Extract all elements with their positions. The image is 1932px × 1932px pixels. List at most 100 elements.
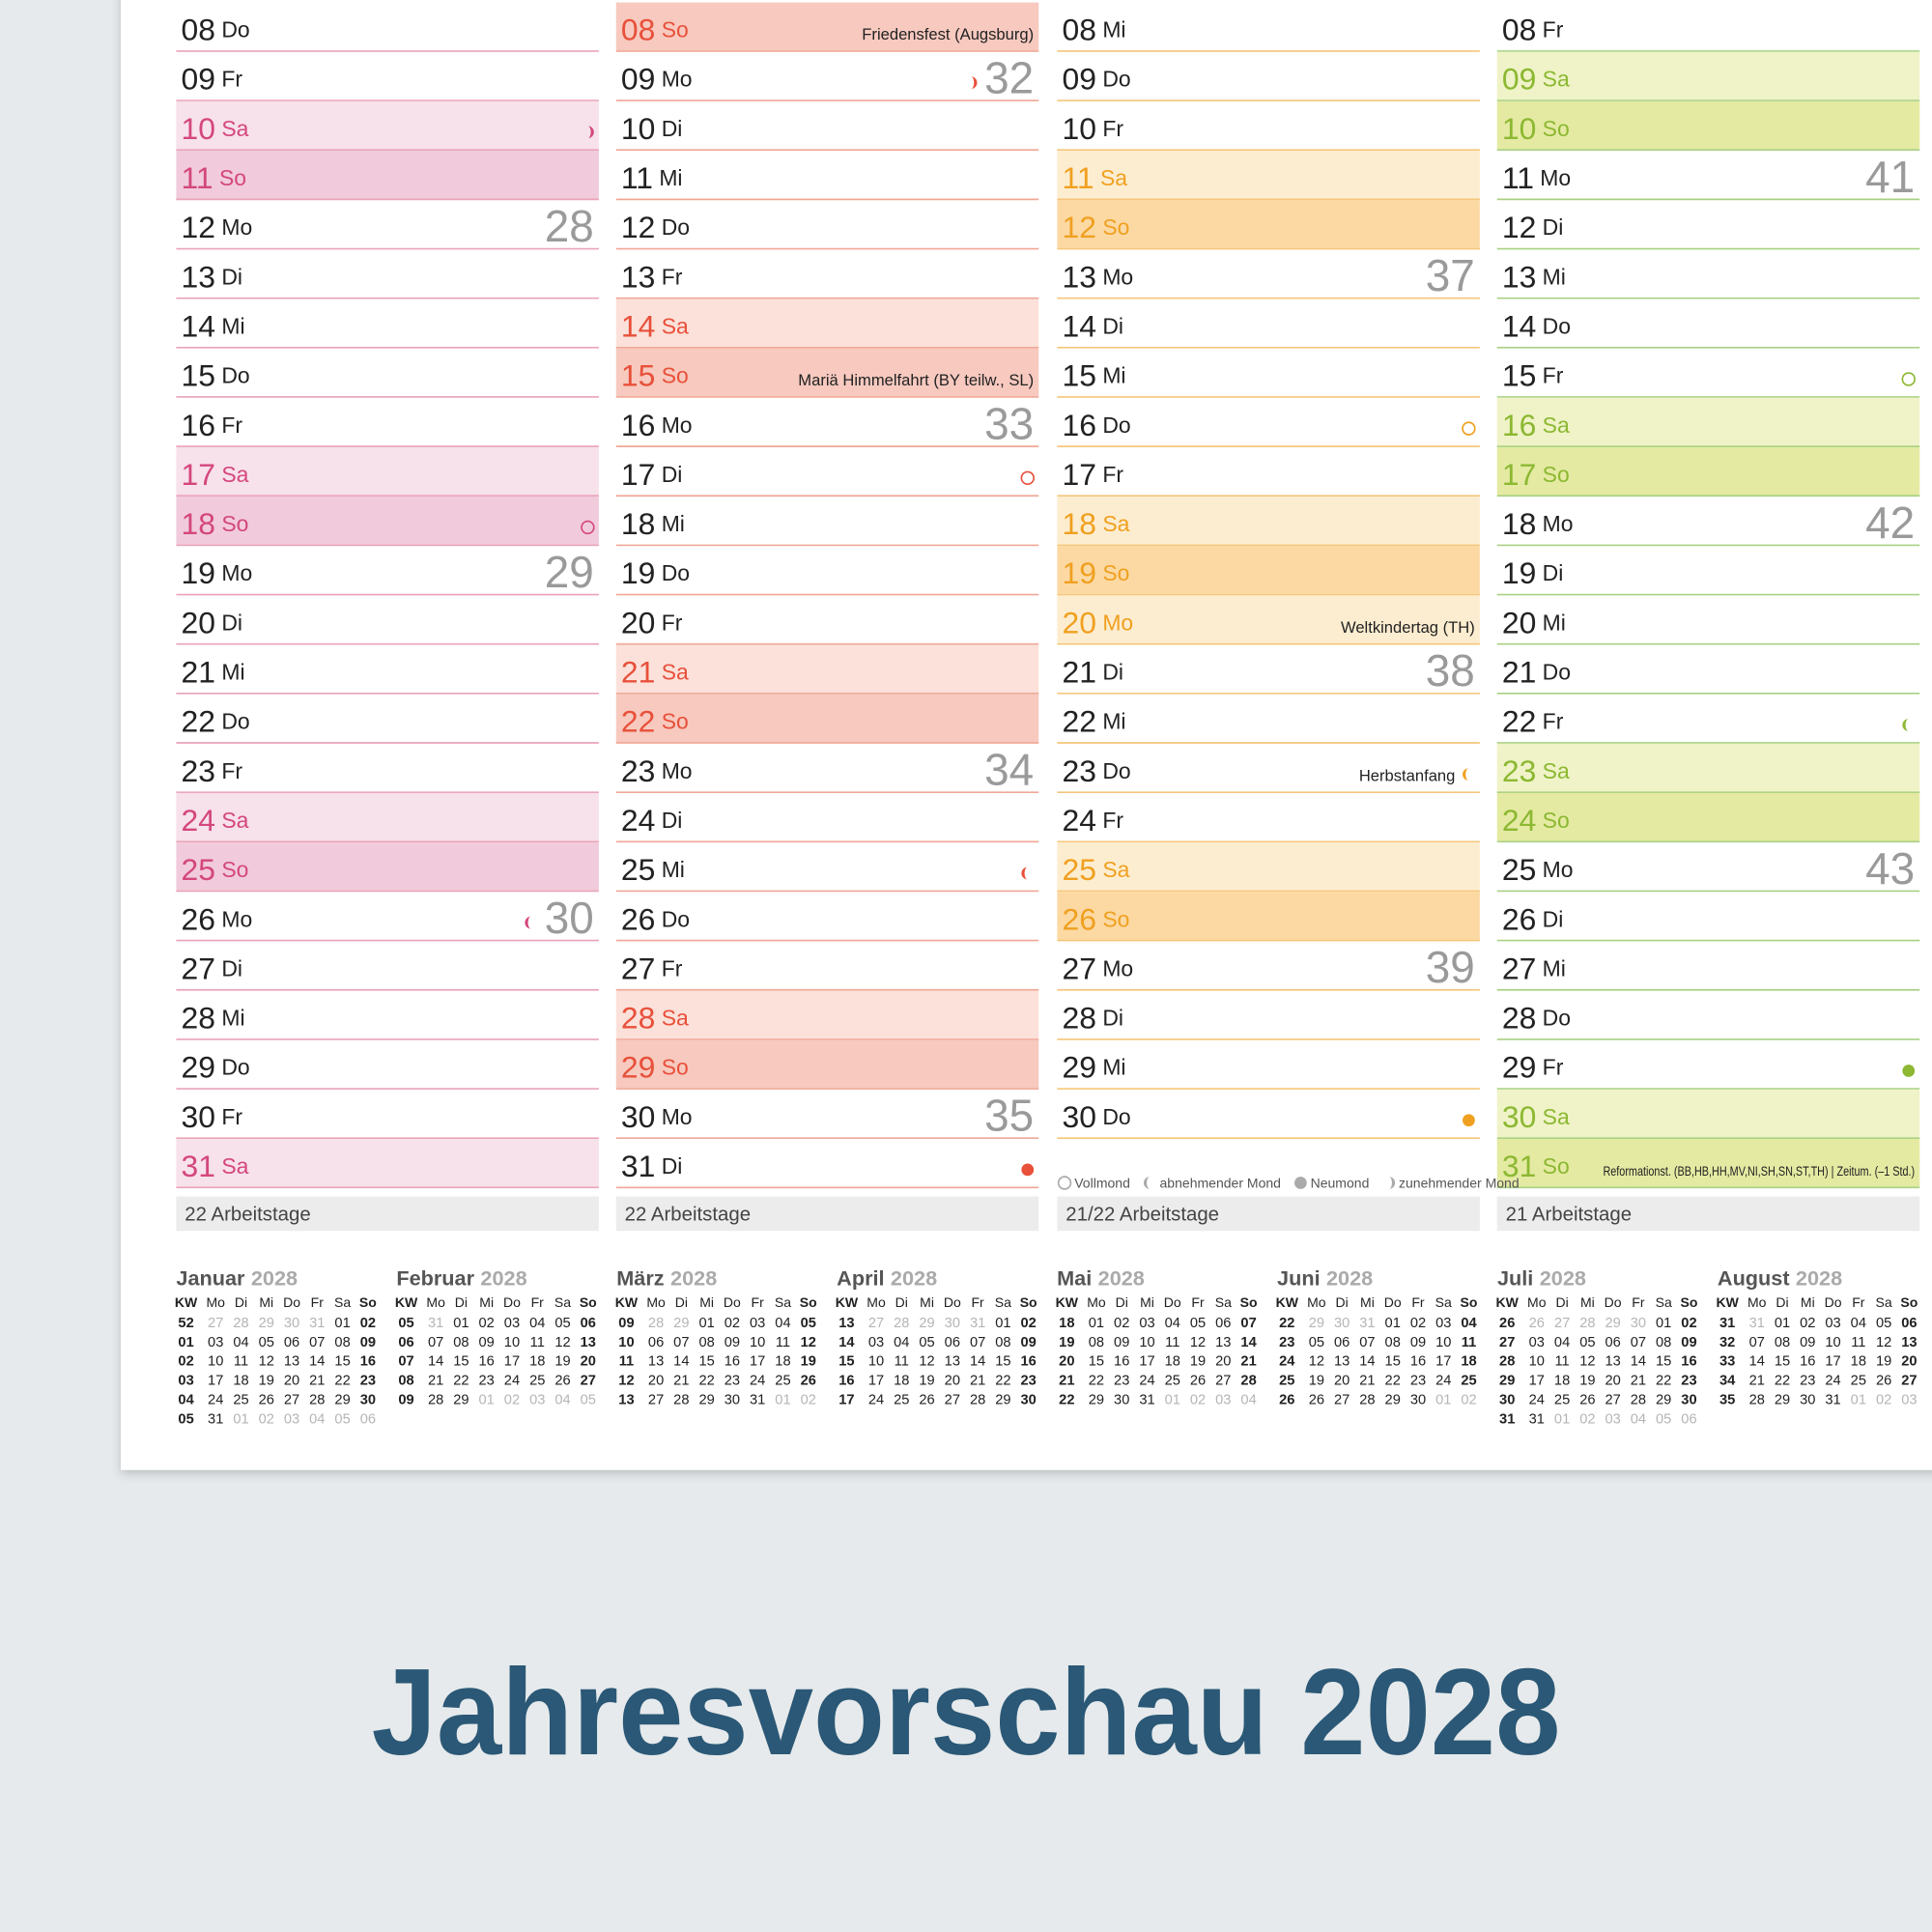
mini-week-number: 26 bbox=[1499, 1316, 1515, 1331]
day-label: 30 Mo bbox=[621, 1099, 693, 1134]
day-label: 20 Fr bbox=[621, 605, 683, 639]
mini-day: 02 bbox=[801, 1392, 816, 1407]
mini-day: 27 bbox=[1334, 1392, 1350, 1407]
mini-weekday: Sa bbox=[1876, 1294, 1892, 1310]
day-number: 21 bbox=[1062, 655, 1095, 690]
day-label: 12 Di bbox=[1502, 210, 1564, 244]
mini-day: 07 bbox=[1240, 1316, 1256, 1331]
day-number: 28 bbox=[621, 1001, 655, 1036]
day-label: 27 Mi bbox=[1502, 951, 1566, 985]
mini-day: 31 bbox=[208, 1411, 223, 1427]
weekend-band bbox=[615, 694, 1039, 743]
weekday: Mi bbox=[1102, 709, 1125, 734]
weekend-band bbox=[1057, 497, 1480, 545]
day-number: 19 bbox=[1062, 555, 1095, 590]
day-label: 30 Do bbox=[1062, 1099, 1130, 1134]
mini-day: 26 bbox=[919, 1392, 934, 1407]
weekday: Fr bbox=[662, 610, 683, 635]
mini-day: 28 bbox=[1240, 1374, 1256, 1389]
day-number: 29 bbox=[1502, 1050, 1536, 1085]
day-label: 25 Mi bbox=[621, 852, 685, 887]
mini-week-number: 31 bbox=[1499, 1411, 1515, 1427]
mini-day: 28 bbox=[309, 1392, 325, 1407]
mini-day: 20 bbox=[945, 1374, 960, 1389]
mini-weekday: Mi bbox=[479, 1294, 494, 1310]
mini-month: Januar bbox=[176, 1265, 245, 1290]
day-label: 16 Do bbox=[1062, 408, 1130, 442]
day-number: 23 bbox=[182, 753, 215, 788]
day-label: 09 Do bbox=[1062, 62, 1130, 97]
weekend-band bbox=[615, 644, 1039, 694]
mini-day: 25 bbox=[1851, 1374, 1866, 1389]
day-number: 09 bbox=[182, 62, 215, 97]
mini-day: 02 bbox=[1190, 1392, 1206, 1407]
mini-day: 05 bbox=[259, 1335, 274, 1350]
mini-year: 2028 bbox=[1098, 1265, 1145, 1290]
mini-weekday: Sa bbox=[334, 1294, 351, 1310]
mini-weekday: Do bbox=[944, 1294, 961, 1310]
mini-day: 24 bbox=[1139, 1374, 1154, 1389]
mini-weekday: Mo bbox=[1087, 1294, 1106, 1310]
mini-day: 02 bbox=[1876, 1392, 1891, 1407]
mini-week-number: 18 bbox=[1059, 1316, 1074, 1331]
workdays: 22 Arbeitstage bbox=[625, 1205, 751, 1226]
mini-day: 19 bbox=[554, 1354, 570, 1370]
weekday: Di bbox=[1543, 906, 1564, 931]
day-label: 08 Do bbox=[182, 13, 250, 47]
mini-day: 19 bbox=[1579, 1374, 1595, 1389]
mini-day: 17 bbox=[1139, 1354, 1154, 1370]
day-number: 25 bbox=[621, 852, 655, 887]
mini-day: 07 bbox=[673, 1335, 689, 1350]
mini-day: 21 bbox=[1359, 1374, 1375, 1389]
mini-week-number: 27 bbox=[1499, 1335, 1515, 1350]
day-label: 19 Do bbox=[621, 555, 690, 590]
legend-label: Neumond bbox=[1311, 1175, 1370, 1190]
weekday: Di bbox=[1102, 660, 1123, 685]
day-number: 11 bbox=[1502, 160, 1534, 195]
mini-weekday: So bbox=[359, 1294, 377, 1310]
holiday-note: Friedensfest (Augsburg) bbox=[862, 25, 1034, 43]
day-label: 29 So bbox=[621, 1050, 689, 1085]
mini-day: 14 bbox=[1359, 1354, 1375, 1370]
holiday-note: Herbstanfang bbox=[1359, 766, 1456, 784]
mini-weekday: KW bbox=[175, 1294, 198, 1310]
weekend-band bbox=[176, 446, 599, 496]
day-number: 11 bbox=[621, 160, 653, 195]
day-label: 13 Fr bbox=[621, 259, 683, 294]
weekday: Mi bbox=[1543, 955, 1566, 980]
weekday: Mo bbox=[1543, 857, 1574, 882]
day-number: 15 bbox=[621, 358, 655, 393]
mini-day: 13 bbox=[284, 1354, 299, 1370]
mini-weekday: Di bbox=[675, 1294, 688, 1310]
mini-week-number: 05 bbox=[398, 1316, 413, 1331]
mini-weekday: KW bbox=[395, 1294, 418, 1310]
mini-day: 30 bbox=[1410, 1392, 1426, 1407]
mini-day: 16 bbox=[1410, 1354, 1426, 1370]
day-number: 27 bbox=[182, 951, 215, 985]
mini-day: 02 bbox=[504, 1392, 520, 1407]
mini-day: 06 bbox=[581, 1316, 596, 1331]
day-label: 10 Sa bbox=[182, 111, 249, 146]
week-number: 42 bbox=[1865, 497, 1915, 548]
mini-day: 07 bbox=[1359, 1335, 1375, 1350]
moon-icon bbox=[971, 76, 978, 89]
weekday: Fr bbox=[1543, 709, 1564, 734]
day-label: 29 Fr bbox=[1502, 1050, 1564, 1085]
day-label: 25 So bbox=[182, 852, 249, 887]
mini-weekday: Di bbox=[235, 1294, 247, 1310]
mini-day: 13 bbox=[1901, 1335, 1917, 1350]
day-number: 16 bbox=[1502, 408, 1536, 442]
day-label: 28 Do bbox=[1502, 1001, 1571, 1036]
mini-day: 04 bbox=[1851, 1316, 1866, 1331]
weekday: Do bbox=[662, 560, 690, 585]
mini-weekday: Fr bbox=[311, 1294, 325, 1310]
day-number: 20 bbox=[1502, 605, 1536, 639]
weekend-band bbox=[1496, 100, 1920, 150]
weekday: Do bbox=[662, 214, 690, 240]
mini-day: 28 bbox=[648, 1316, 664, 1331]
day-number: 12 bbox=[182, 210, 215, 244]
mini-day: 26 bbox=[554, 1374, 570, 1389]
day-number: 28 bbox=[1062, 1001, 1095, 1036]
mini-day: 05 bbox=[1579, 1335, 1595, 1350]
day-label: 14 Do bbox=[1502, 309, 1571, 344]
